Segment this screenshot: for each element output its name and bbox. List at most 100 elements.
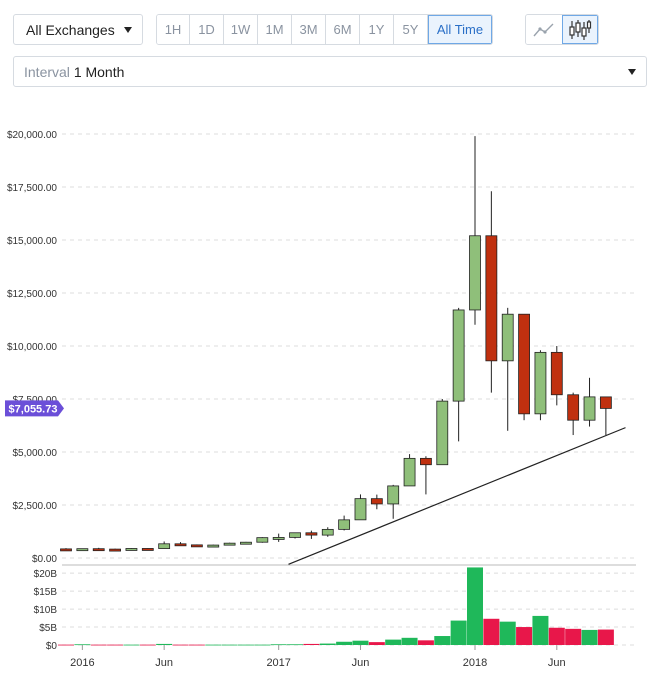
candle-body[interactable]	[420, 457, 432, 466]
range-button-6m[interactable]: 6M	[326, 15, 360, 44]
volume-bar[interactable]	[287, 644, 304, 646]
volume-bar[interactable]	[90, 644, 107, 646]
volume-bar[interactable]	[319, 643, 336, 645]
candle-body[interactable]	[289, 532, 301, 538]
candle-body[interactable]	[501, 313, 514, 362]
candle-body[interactable]	[109, 548, 121, 552]
line-chart-icon	[533, 23, 554, 36]
candle-body[interactable]	[567, 394, 580, 421]
volume-bar[interactable]	[532, 615, 549, 645]
volume-bar[interactable]	[74, 644, 91, 646]
candlestick-chart-icon	[569, 19, 592, 40]
candle-body[interactable]	[207, 544, 220, 548]
volume-bar[interactable]	[368, 642, 385, 645]
candle-body[interactable]	[305, 532, 318, 536]
volume-bar[interactable]	[401, 637, 418, 645]
candle-body[interactable]	[174, 543, 187, 547]
candle-body[interactable]	[60, 548, 72, 552]
candle-body[interactable]	[370, 498, 383, 505]
volume-tick-label: $10B	[34, 605, 58, 616]
candle-body[interactable]	[583, 396, 596, 421]
range-button-3m[interactable]: 3M	[292, 15, 326, 44]
volume-bar[interactable]	[434, 636, 451, 645]
volume-bar[interactable]	[58, 644, 74, 646]
volume-bar[interactable]	[188, 644, 205, 646]
exchange-select[interactable]: All Exchanges	[13, 14, 143, 45]
volume-bar[interactable]	[303, 643, 320, 645]
volume-bar[interactable]	[172, 644, 189, 646]
volume-bar[interactable]	[385, 639, 402, 645]
candle-body[interactable]	[469, 235, 481, 311]
price-tick-label: $12,500.00	[7, 289, 57, 300]
volume-bar[interactable]	[565, 628, 582, 645]
candle-body[interactable]	[141, 548, 154, 551]
volume-bar[interactable]	[270, 644, 287, 646]
volume-bar[interactable]	[237, 644, 254, 646]
caret-down-icon	[628, 68, 636, 75]
volume-bar[interactable]	[499, 621, 516, 645]
candlestick-chart-button[interactable]	[562, 15, 598, 44]
candle-body[interactable]	[534, 351, 547, 415]
price-y-axis: $20,000.00 $17,500.00 $15,000.00 $12,500.00…	[7, 130, 57, 565]
volume-bar[interactable]	[221, 644, 238, 646]
candle-body[interactable]	[354, 498, 367, 521]
price-tick-label: $17,500.00	[7, 183, 57, 194]
volume-tick-label: $20B	[34, 569, 58, 580]
x-tick-label: Jun	[352, 657, 370, 669]
range-button-1h[interactable]: 1H	[157, 15, 190, 44]
volume-bar[interactable]	[483, 618, 500, 645]
candle-body[interactable]	[550, 351, 563, 396]
line-chart-button[interactable]	[526, 15, 562, 44]
time-range-group: 1H 1D 1W 1M 3M 6M 1Y 5Y All Time	[156, 14, 493, 45]
x-tick-label: Jun	[548, 657, 566, 669]
price-tick-label: $0.00	[32, 554, 57, 565]
volume-bar[interactable]	[581, 629, 598, 645]
volume-bar[interactable]	[450, 620, 467, 645]
volume-bar[interactable]	[352, 640, 369, 645]
candle-body[interactable]	[223, 542, 236, 546]
interval-select[interactable]: Interval 1 Month	[13, 56, 647, 87]
candle-body[interactable]	[240, 541, 252, 545]
volume-bar[interactable]	[123, 644, 140, 646]
range-button-all-time[interactable]: All Time	[428, 15, 492, 44]
candle-body[interactable]	[190, 544, 203, 548]
volume-bar[interactable]	[597, 629, 614, 645]
candle-body[interactable]	[338, 519, 351, 530]
volume-bar[interactable]	[107, 644, 124, 646]
candle-body[interactable]	[321, 528, 334, 536]
candle-body[interactable]	[452, 309, 465, 402]
x-tick-label: 2016	[70, 657, 94, 669]
volume-bar[interactable]	[417, 640, 434, 645]
candle-body[interactable]	[599, 396, 612, 409]
candle-body[interactable]	[403, 457, 416, 487]
price-tick-label: $2,500.00	[13, 501, 58, 512]
range-button-1m[interactable]: 1M	[258, 15, 292, 44]
range-button-1y[interactable]: 1Y	[360, 15, 394, 44]
candle-body[interactable]	[436, 400, 449, 466]
candle-body[interactable]	[387, 485, 400, 505]
candle-body[interactable]	[125, 548, 138, 551]
range-button-5y[interactable]: 5Y	[394, 15, 428, 44]
volume-bar[interactable]	[548, 627, 565, 645]
candle-body[interactable]	[256, 537, 269, 543]
price-tag-shape	[5, 400, 64, 417]
volume-bar[interactable]	[156, 643, 173, 645]
x-tick-label: 2018	[463, 657, 487, 669]
candle-body[interactable]	[76, 548, 89, 552]
volume-bar[interactable]	[336, 641, 353, 645]
volume-bar[interactable]	[254, 644, 271, 646]
interval-label: Interval	[24, 63, 70, 80]
volume-bar[interactable]	[467, 567, 483, 645]
candle-body[interactable]	[272, 537, 285, 540]
candle-body[interactable]	[92, 548, 105, 552]
volume-bar[interactable]	[139, 644, 156, 646]
trendline[interactable]	[288, 427, 626, 565]
range-button-1d[interactable]: 1D	[190, 15, 224, 44]
range-button-1w[interactable]: 1W	[224, 15, 258, 44]
candle-body[interactable]	[485, 235, 498, 362]
candle-body[interactable]	[158, 543, 171, 549]
volume-bar[interactable]	[516, 627, 533, 645]
volume-bar[interactable]	[205, 644, 222, 646]
candle-body[interactable]	[518, 313, 530, 415]
